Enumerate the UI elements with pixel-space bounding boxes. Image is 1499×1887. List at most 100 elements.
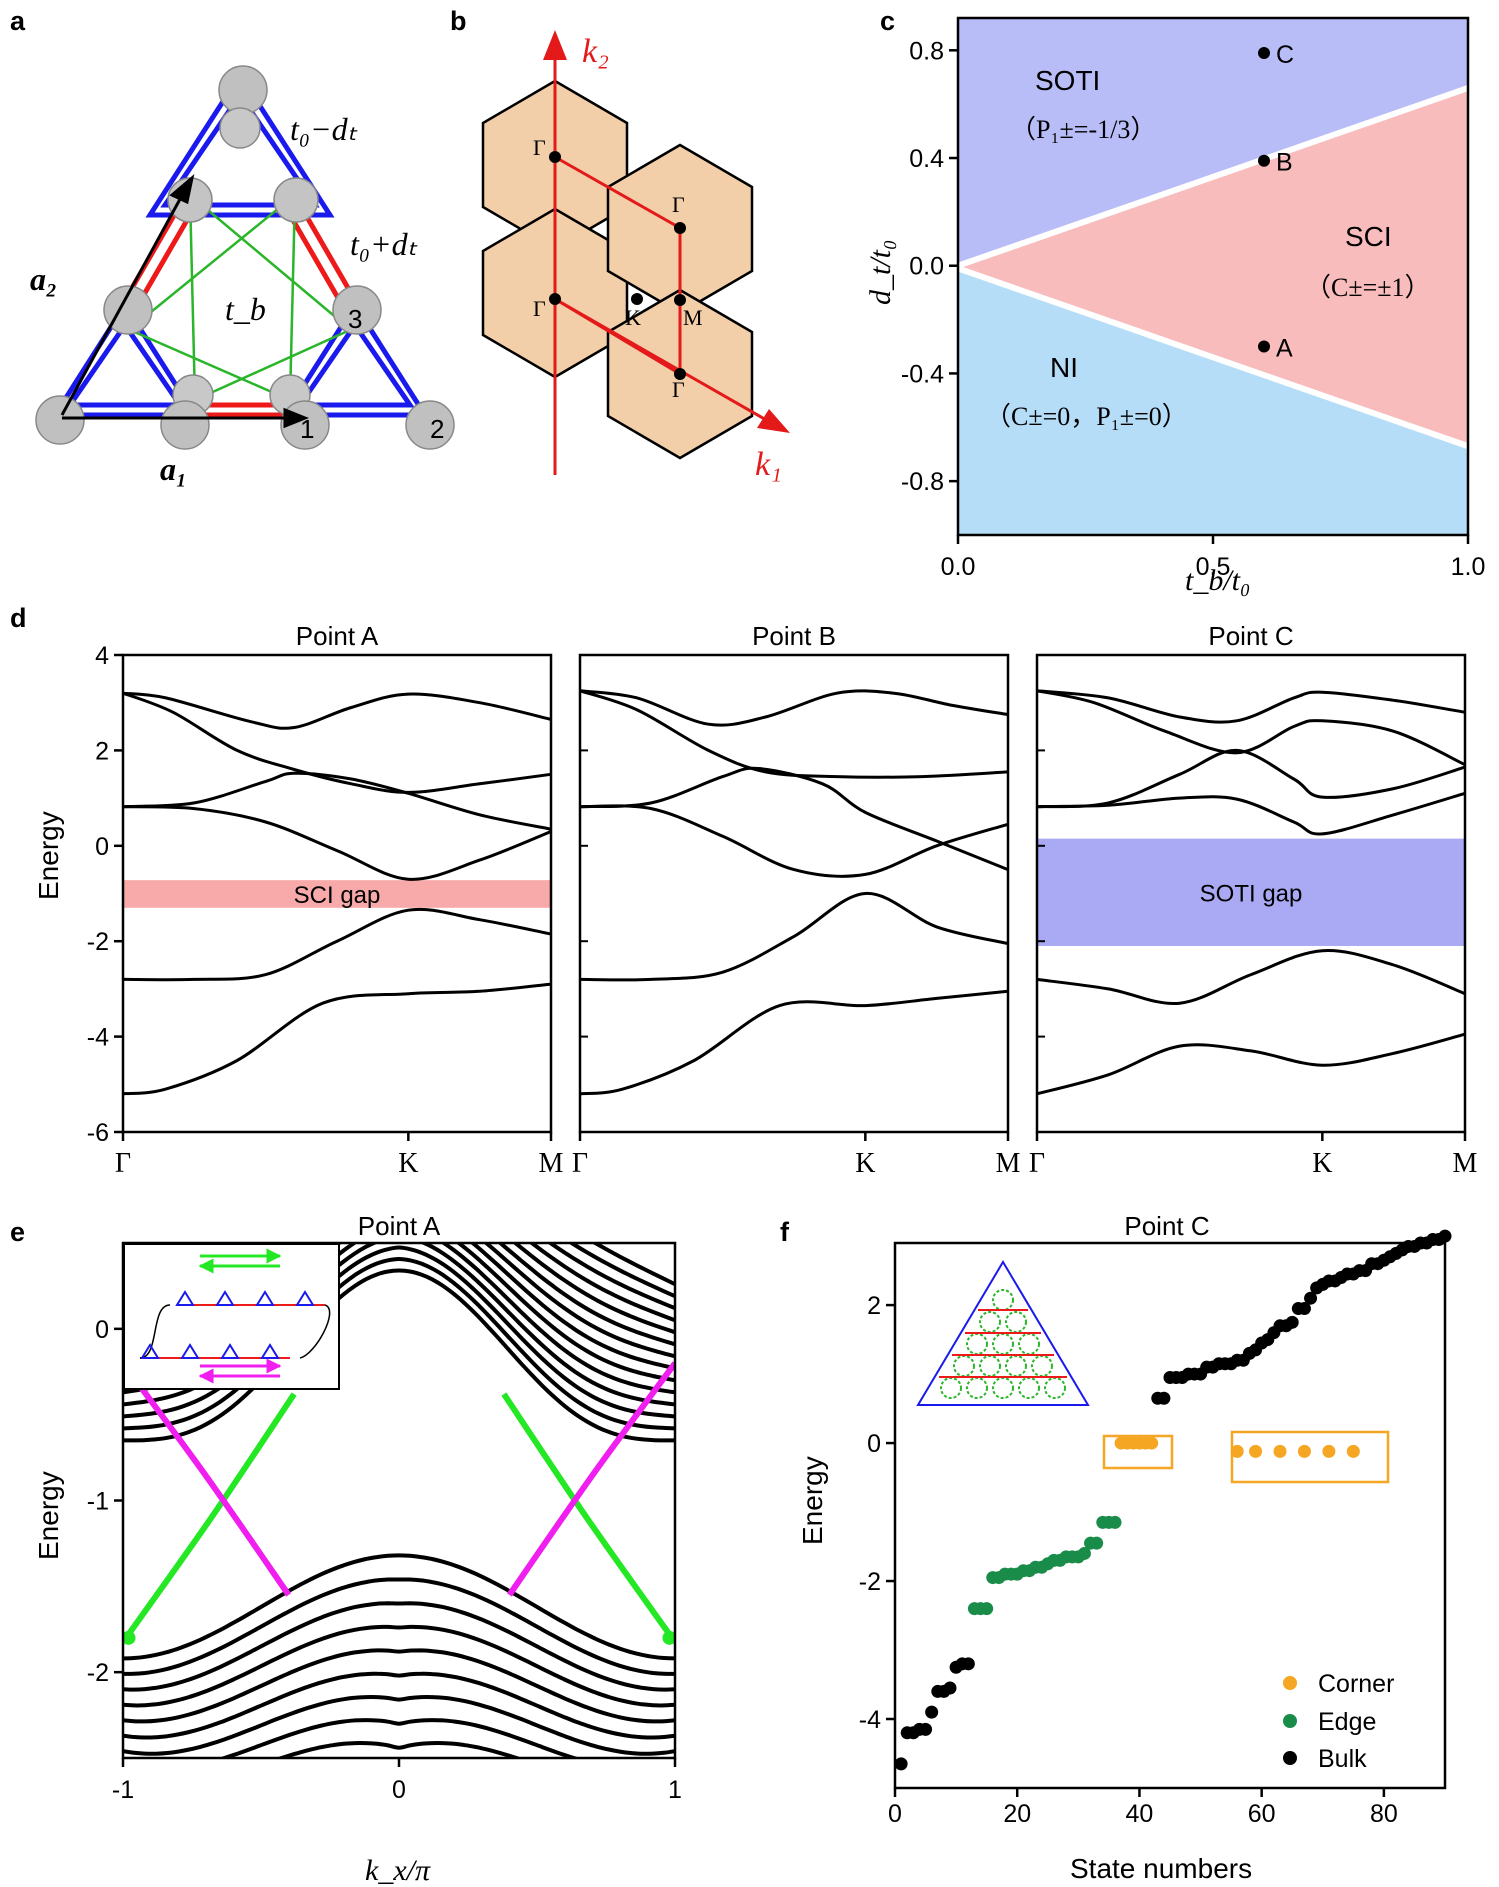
y-tick-label: -1 [87, 1488, 109, 1516]
x-tick-label: Γ [115, 1148, 131, 1179]
x-tick-label: 0.5 [1196, 553, 1231, 581]
x-tick-label: M [996, 1148, 1021, 1179]
k-point-label: K [625, 305, 641, 330]
y-tick-label: 2 [95, 737, 109, 765]
y-tick-label: -0.8 [901, 468, 944, 496]
y-tick-label: -2 [87, 928, 109, 956]
d-y-ticks: 4 2 0 -2 -4 -6 [87, 642, 123, 1147]
gamma-label-4: Γ [672, 377, 685, 402]
band-line [1036, 791, 1466, 836]
point-bulk [961, 1657, 975, 1671]
region-ni-sub: （C±=0，P₁±=0） [985, 402, 1188, 431]
k1-label: k₁ [755, 446, 782, 483]
panel-title-point-a: Point A [296, 621, 379, 651]
k1-arrowhead [757, 409, 790, 433]
legend-edge: Edge [1318, 1708, 1376, 1736]
x-tick-label: 20 [1003, 1800, 1031, 1828]
edge-marker [123, 1630, 136, 1645]
edge-magenta [506, 1361, 675, 1597]
point-corner [1230, 1444, 1244, 1458]
x-axis-label: t_b/t₀ [1185, 564, 1250, 597]
y-tick-label: 4 [95, 642, 109, 670]
axes-frame [121, 653, 553, 1134]
band-line [122, 907, 552, 982]
x-tick-label: 0.0 [941, 553, 976, 581]
y-ticks: 0.8 0.4 0.0 -0.4 -0.8 [901, 37, 958, 496]
panel-e-ribbon-spectrum: 0 -1 -2 -1 0 1 Point A Energy k_x/π [33, 1211, 682, 1887]
lower-band [275, 1741, 523, 1758]
y-tick-label: 0.0 [909, 253, 944, 281]
y-tick-label: 2 [867, 1292, 881, 1320]
x-tick-label: K [855, 1148, 875, 1179]
sphere [219, 107, 261, 149]
hop-side-label: t₀+dₜ [350, 226, 418, 262]
upper-band [123, 1268, 675, 1443]
band-line [1036, 689, 1466, 767]
panel-title-point-c: Point C [1208, 621, 1293, 651]
panel-label-b: b [450, 6, 467, 36]
point-bulk [1304, 1291, 1318, 1305]
gamma-label-1: Γ [533, 135, 546, 160]
point-edge [980, 1602, 994, 1616]
corner-box-left [1102, 1434, 1174, 1470]
e-y-ticks: 0 -1 -2 [87, 1316, 123, 1687]
hop-top-label: t₀−dₜ [290, 111, 358, 147]
x-tick-label: 1 [668, 1776, 682, 1804]
edge-magenta [123, 1361, 292, 1597]
band-line [122, 691, 552, 794]
hop-mid-label: t_b [225, 291, 266, 327]
legend-corner: Corner [1318, 1670, 1394, 1698]
axes-frame [578, 653, 1010, 1134]
point-corner [1145, 1436, 1159, 1450]
e-title: Point A [358, 1211, 441, 1241]
band-panel-point-b: Point B Γ K M [572, 621, 1021, 1179]
lower-band [123, 1648, 675, 1724]
x-tick-label: -1 [112, 1776, 134, 1804]
legend-marker-edge [1283, 1714, 1297, 1728]
point-bulk [925, 1705, 939, 1719]
band-line [122, 771, 552, 831]
bands [1036, 689, 1466, 1096]
point-edge [1108, 1515, 1122, 1529]
band-line [122, 691, 552, 730]
gamma-label-3: Γ [533, 296, 546, 321]
phase-point-a [1258, 340, 1270, 353]
point-edge [1077, 1546, 1091, 1560]
f-y-axis-label: Energy [797, 1456, 828, 1545]
panel-d-band-structures: Energy 4 2 0 -2 -4 -6 SCI gap Point A Γ K M Poi… [33, 621, 1478, 1179]
lower-band [123, 1671, 675, 1740]
band-line [1036, 1032, 1466, 1096]
y-tick-label: -4 [859, 1706, 881, 1734]
k2-arrowhead [543, 30, 567, 60]
upper-band [123, 1245, 675, 1419]
bands [579, 689, 1009, 1096]
point-bulk [894, 1757, 908, 1771]
lower-band [217, 1718, 581, 1758]
ribbon-inset [123, 1243, 340, 1390]
lower-band [123, 1695, 675, 1756]
y-tick-label: 0.8 [909, 37, 944, 65]
phase-point-label: B [1276, 149, 1293, 177]
sci-gap-label: SCI gap [294, 882, 381, 909]
region-sci [958, 88, 1468, 447]
legend-marker-corner [1283, 1676, 1297, 1690]
y-axis-label: d_t/t₀ [864, 240, 897, 305]
lower-band [123, 1811, 675, 1838]
lower-band [123, 1577, 675, 1676]
panel-b-brillouin-zone: k₂ k₁ Γ Γ Γ Γ K M [481, 30, 790, 483]
phase-point-b [1258, 154, 1270, 167]
vector-a2-label: a₂ [30, 261, 57, 297]
y-tick-label: 0 [95, 833, 109, 861]
site-3-label: 3 [348, 304, 362, 334]
x-tick-label: 0 [888, 1800, 902, 1828]
x-tick-label: M [1453, 1148, 1478, 1179]
legend: Corner Edge Bulk [1283, 1670, 1394, 1773]
panel-label-a: a [10, 6, 26, 36]
panel-label-f: f [780, 1217, 790, 1247]
band-line [1036, 689, 1466, 724]
vector-a1-label: a₁ [160, 451, 187, 487]
state-points [894, 1229, 1452, 1771]
bands [122, 691, 552, 1096]
